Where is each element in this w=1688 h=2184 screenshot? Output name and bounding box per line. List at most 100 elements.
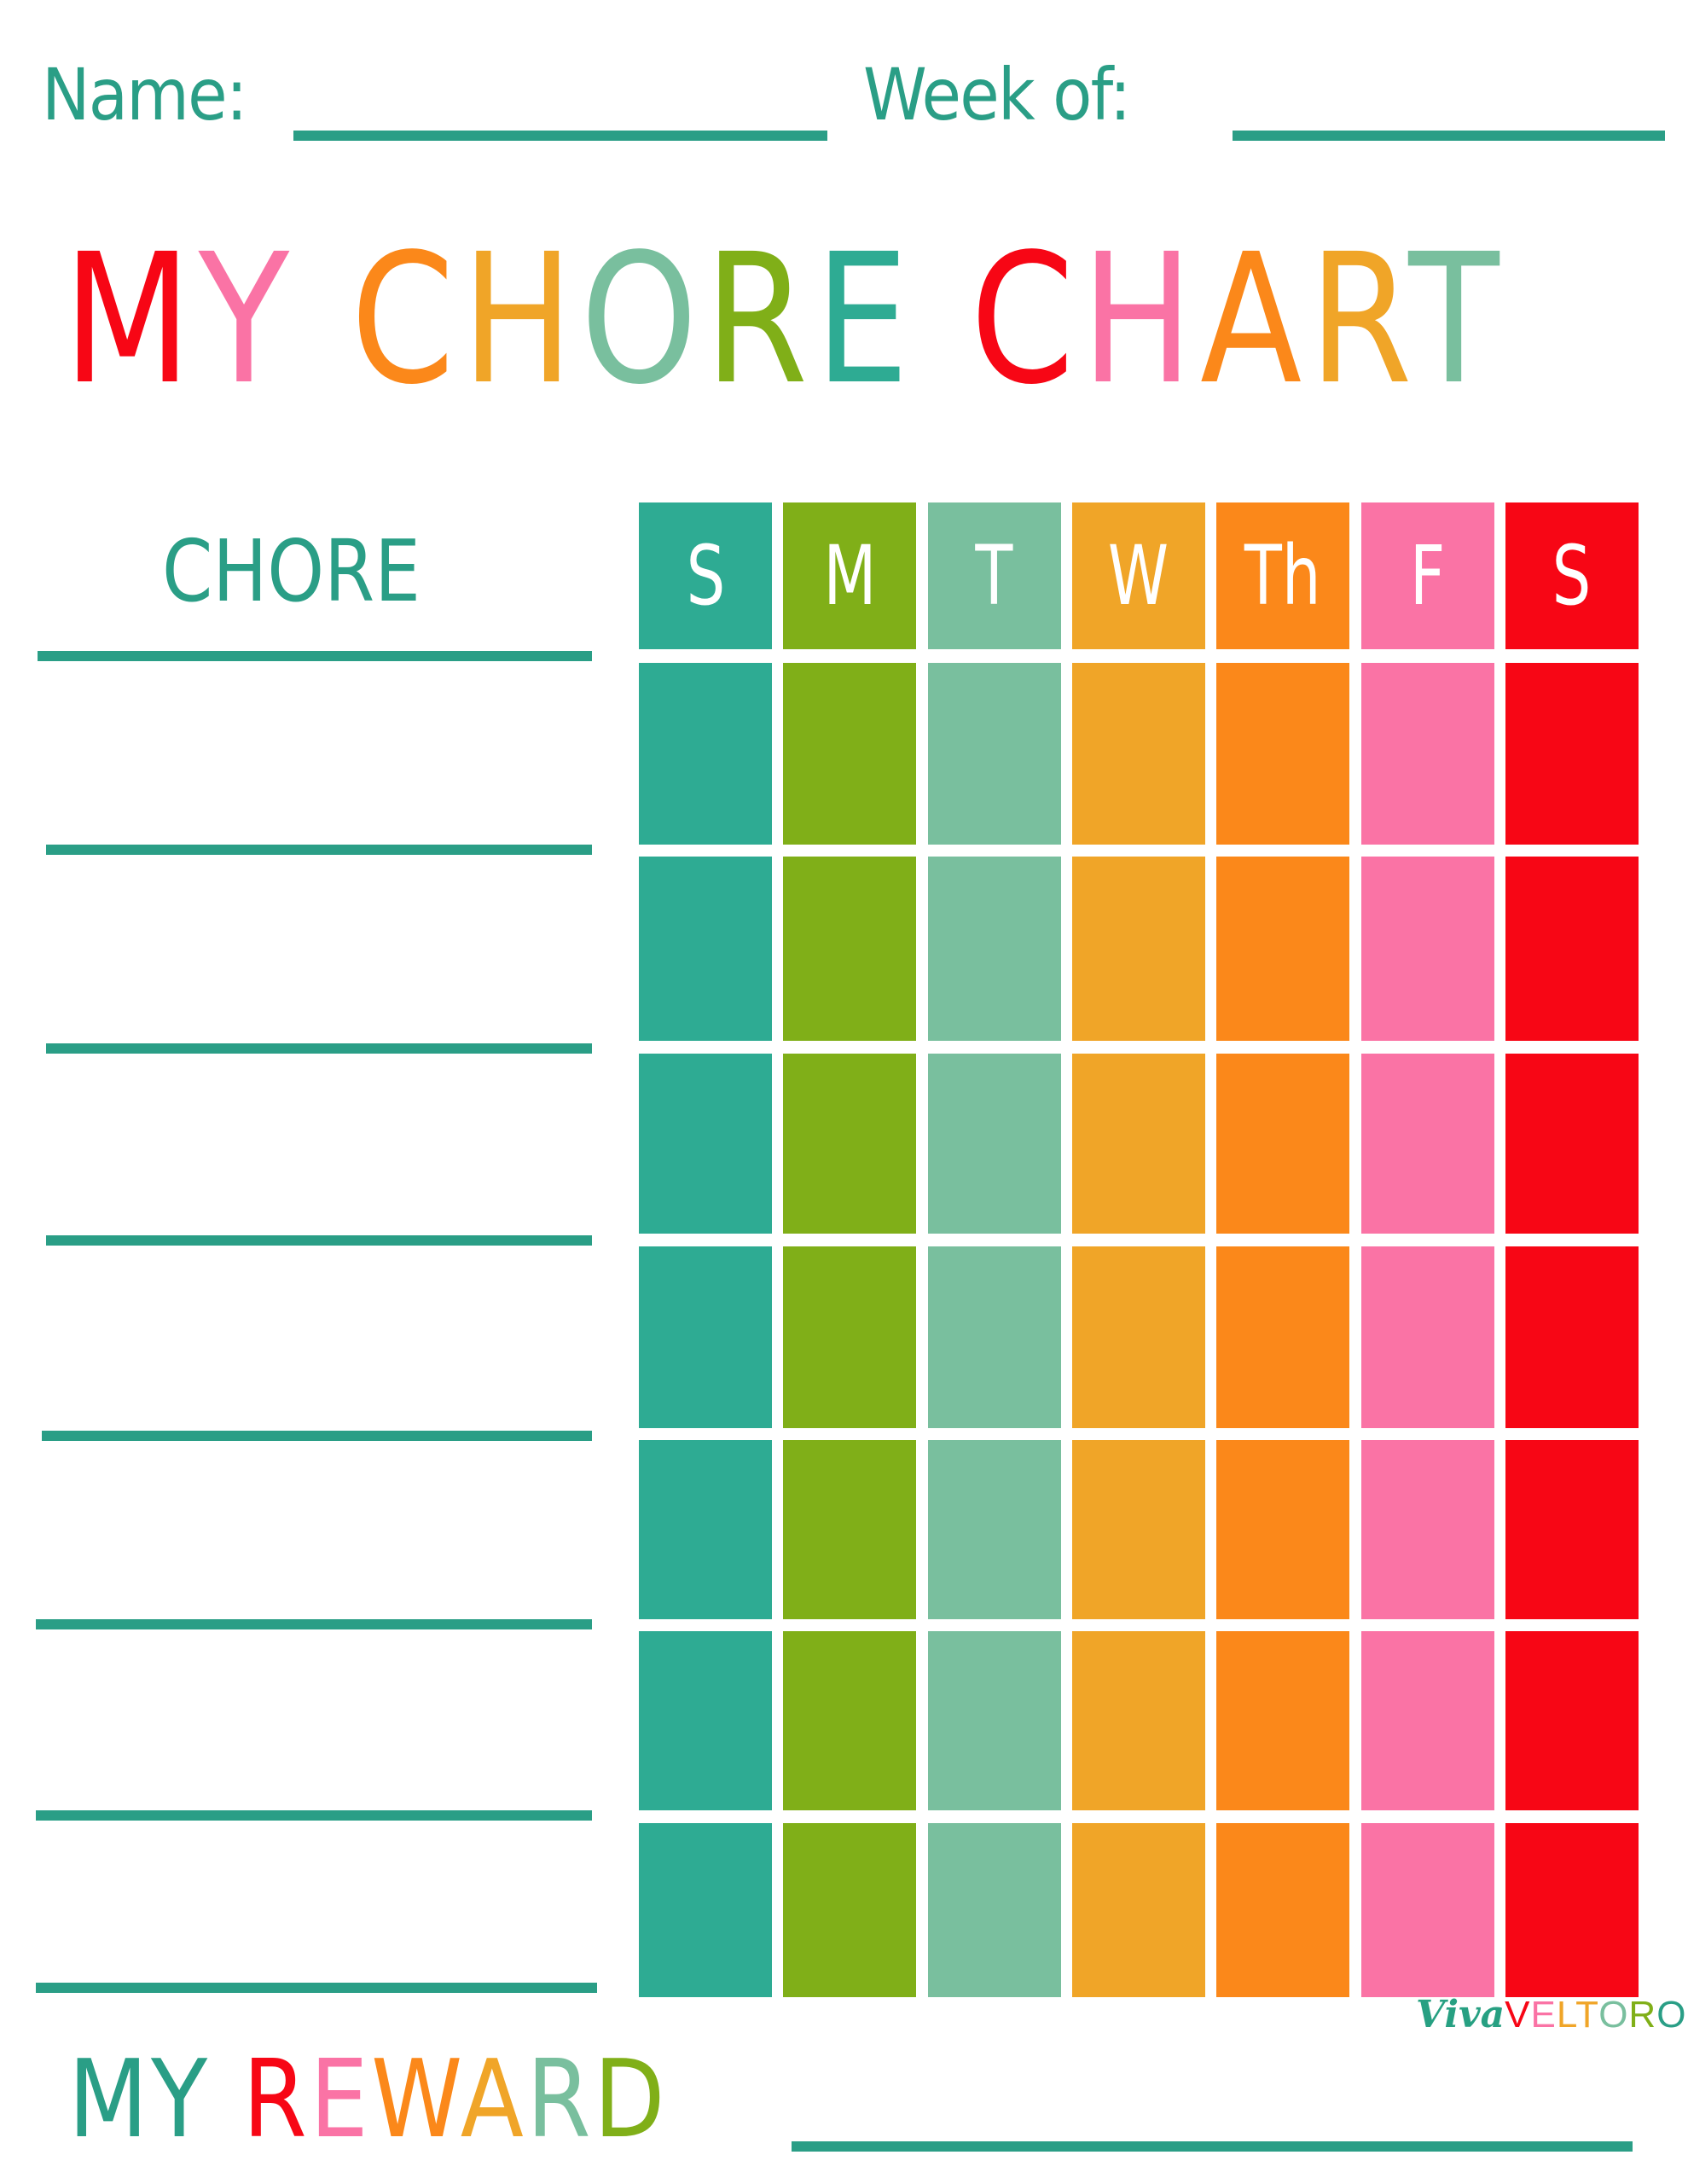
chore-checkbox-cell[interactable] <box>927 1440 1061 1619</box>
reward-letter <box>211 2036 243 2162</box>
chore-checkbox-cell[interactable] <box>1216 1823 1350 1997</box>
chore-checkbox-cell[interactable] <box>1505 1440 1639 1619</box>
chore-checkbox-cell[interactable] <box>639 1631 772 1810</box>
logo-letter: T <box>1575 1994 1599 2036</box>
chore-checkbox-cell[interactable] <box>783 1054 917 1234</box>
chore-entry-line[interactable] <box>46 845 592 855</box>
chore-checkbox-cell[interactable] <box>1360 1246 1494 1428</box>
title-letter: H <box>1081 215 1201 424</box>
day-header: M <box>783 502 917 649</box>
chore-checkbox-cell[interactable] <box>639 1440 772 1619</box>
title-letter <box>296 215 351 424</box>
chore-checkbox-cell[interactable] <box>1505 857 1639 1041</box>
chore-checkbox-cell[interactable] <box>783 857 917 1041</box>
chore-checkbox-cell[interactable] <box>927 1246 1061 1428</box>
title-letter: C <box>970 215 1082 424</box>
chore-checkbox-cell[interactable] <box>639 663 772 845</box>
title-letter: A <box>1200 215 1309 424</box>
chore-checkbox-cell[interactable] <box>1360 1440 1494 1619</box>
day-header: W <box>1071 502 1205 649</box>
day-header: S <box>639 502 772 649</box>
reward-letter: Y <box>150 2036 211 2162</box>
reward-letter: E <box>310 2036 372 2162</box>
chore-entry-line[interactable] <box>36 1619 592 1629</box>
chore-checkbox-cell[interactable] <box>1071 1631 1205 1810</box>
title-letter: R <box>1308 215 1409 424</box>
reward-letter: D <box>594 2036 668 2162</box>
name-label: Name: <box>42 53 247 136</box>
logo-letter: E <box>1530 1994 1557 2036</box>
logo-veltoro: VELTORO <box>1505 1994 1686 2036</box>
title-letter: C <box>351 215 462 424</box>
chore-checkbox-cell[interactable] <box>1505 1823 1639 1997</box>
reward-letter: R <box>242 2036 310 2162</box>
title-letter: O <box>580 215 705 424</box>
title-letter <box>916 215 971 424</box>
chore-entry-line[interactable] <box>46 1235 592 1246</box>
logo-letter: O <box>1656 1994 1687 2036</box>
chore-checkbox-cell[interactable] <box>1071 857 1205 1041</box>
chore-checkbox-cell[interactable] <box>1360 1054 1494 1234</box>
chore-checkbox-cell[interactable] <box>1071 1823 1205 1997</box>
logo-letter: V <box>1505 1994 1531 2036</box>
chore-checkbox-cell[interactable] <box>1071 1246 1205 1428</box>
chore-checkbox-cell[interactable] <box>1216 1440 1350 1619</box>
chore-checkbox-cell[interactable] <box>639 1246 772 1428</box>
reward-field-line[interactable] <box>792 2141 1633 2152</box>
day-label: F <box>1409 528 1446 624</box>
chore-checkbox-cell[interactable] <box>927 1823 1061 1997</box>
logo-letter: L <box>1556 1994 1576 2036</box>
chore-checkbox-cell[interactable] <box>783 1246 917 1428</box>
week-of-label: Week of: <box>863 53 1131 136</box>
chore-checkbox-cell[interactable] <box>1071 1440 1205 1619</box>
chore-checkbox-cell[interactable] <box>1505 1246 1639 1428</box>
reward-letter: A <box>460 2036 527 2162</box>
chore-checkbox-cell[interactable] <box>927 1054 1061 1234</box>
chore-checkbox-cell[interactable] <box>783 1631 917 1810</box>
day-label: S <box>1552 528 1592 624</box>
viva-veltoro-logo: VivaVELTORO <box>1416 1996 1686 2034</box>
chore-checkbox-cell[interactable] <box>1216 1246 1350 1428</box>
chore-checkbox-cell[interactable] <box>1216 1631 1350 1810</box>
chore-checkbox-cell[interactable] <box>639 857 772 1041</box>
title-letter: E <box>815 215 916 424</box>
title-letter: H <box>461 215 581 424</box>
chore-checkbox-cell[interactable] <box>639 1823 772 1997</box>
chore-entry-line[interactable] <box>42 1431 592 1441</box>
reward-letter: M <box>68 2036 151 2162</box>
name-field-line[interactable] <box>293 131 827 141</box>
reward-letter: W <box>371 2036 461 2162</box>
day-label: W <box>1108 528 1169 624</box>
chore-checkbox-cell[interactable] <box>1505 663 1639 845</box>
chore-entry-line[interactable] <box>36 1810 592 1821</box>
chore-entry-line[interactable] <box>36 1983 597 1993</box>
chore-checkbox-cell[interactable] <box>1360 1823 1494 1997</box>
chore-checkbox-cell[interactable] <box>783 1823 917 1997</box>
chore-checkbox-cell[interactable] <box>783 1440 917 1619</box>
chore-checkbox-cell[interactable] <box>1505 1054 1639 1234</box>
day-header: S <box>1505 502 1639 649</box>
logo-letter: O <box>1598 1994 1629 2036</box>
chore-checkbox-cell[interactable] <box>1360 857 1494 1041</box>
chore-checkbox-cell[interactable] <box>783 663 917 845</box>
chore-checkbox-cell[interactable] <box>1360 1631 1494 1810</box>
chore-checkbox-cell[interactable] <box>1216 663 1350 845</box>
title-letter: Y <box>198 215 297 424</box>
chore-heading-underline <box>38 651 592 661</box>
chore-checkbox-cell[interactable] <box>1071 1054 1205 1234</box>
chore-entry-line[interactable] <box>46 1043 592 1054</box>
title-letter: R <box>705 215 815 424</box>
chore-checkbox-cell[interactable] <box>1071 663 1205 845</box>
chore-checkbox-cell[interactable] <box>927 663 1061 845</box>
chore-checkbox-cell[interactable] <box>927 1631 1061 1810</box>
week-of-field-line[interactable] <box>1233 131 1665 141</box>
chore-checkbox-cell[interactable] <box>1505 1631 1639 1810</box>
chore-checkbox-cell[interactable] <box>1360 663 1494 845</box>
reward-heading: MY REWARD <box>68 2046 668 2153</box>
title-letter: M <box>63 215 199 424</box>
chore-checkbox-cell[interactable] <box>639 1054 772 1234</box>
chore-checkbox-cell[interactable] <box>1216 857 1350 1041</box>
day-header: F <box>1360 502 1494 649</box>
chore-checkbox-cell[interactable] <box>927 857 1061 1041</box>
chore-checkbox-cell[interactable] <box>1216 1054 1350 1234</box>
